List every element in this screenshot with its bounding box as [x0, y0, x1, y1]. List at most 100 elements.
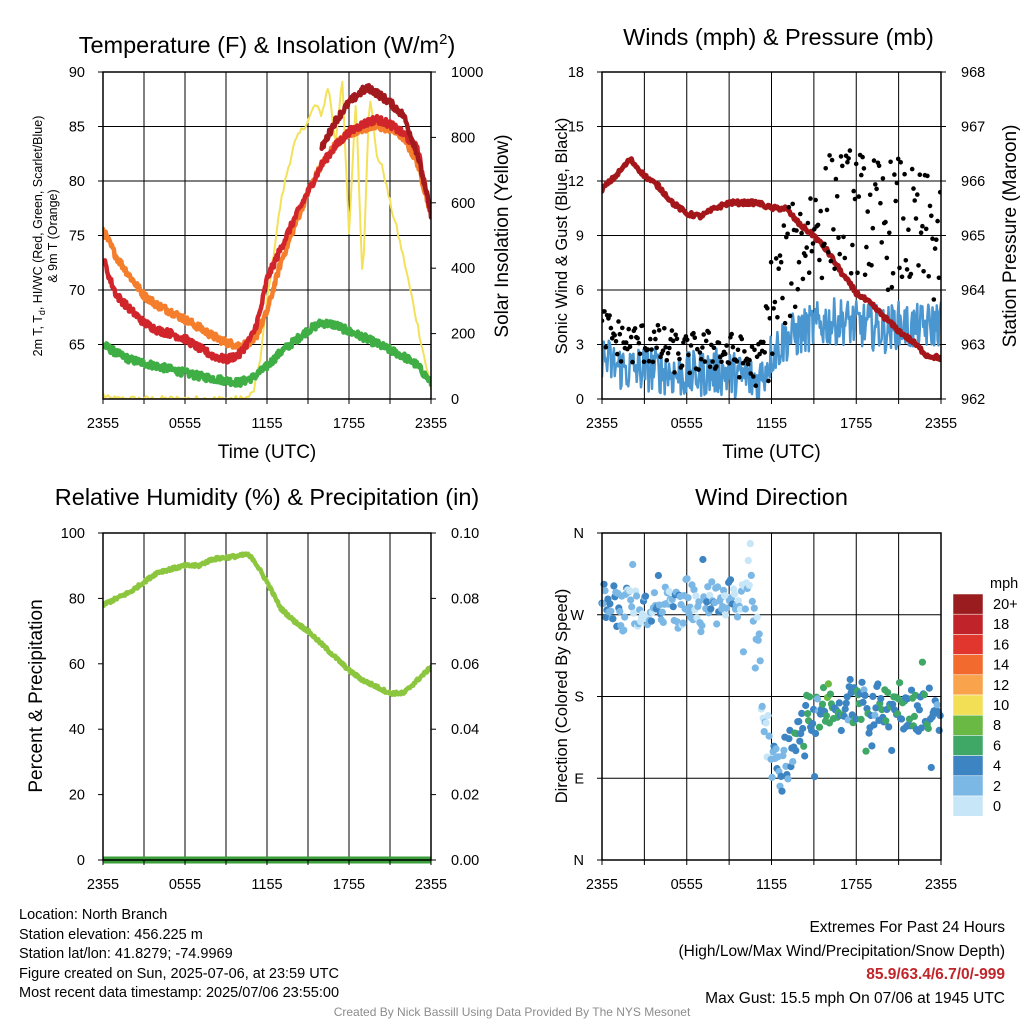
- direction-point: [616, 607, 624, 616]
- gust-point: [664, 358, 670, 363]
- gust-point: [870, 225, 876, 231]
- gust-point: [724, 343, 729, 348]
- gust-point: [696, 367, 701, 372]
- gust-point: [620, 325, 625, 331]
- direction-point: [860, 686, 868, 694]
- direction-point: [933, 701, 941, 709]
- gust-point: [615, 351, 620, 357]
- gust-point: [853, 161, 859, 167]
- direction-point: [609, 615, 617, 623]
- direction-point: [819, 684, 828, 692]
- gust-point: [932, 246, 938, 251]
- gust-point: [837, 251, 842, 257]
- elevation-text: Station elevation: 456.225 m: [19, 926, 203, 943]
- gust-point: [890, 271, 896, 276]
- chart-panel-1: 65 70 75 80 85 90 0 200 400 600 800 1000 2355 0555 115…: [31, 31, 513, 463]
- gust-point: [878, 200, 883, 206]
- direction-point: [889, 700, 897, 708]
- direction-point: [628, 603, 636, 611]
- y2-tick-label: 964: [961, 283, 985, 299]
- direction-point: [745, 581, 753, 589]
- legend-swatch: [952, 775, 984, 797]
- gust-point: [775, 315, 780, 320]
- y2-tick-label: 600: [451, 196, 475, 212]
- gust-point: [672, 370, 677, 375]
- gust-point: [832, 266, 837, 272]
- direction-point: [621, 613, 629, 621]
- gust-point: [795, 286, 801, 292]
- gust-point: [862, 272, 868, 278]
- direction-point: [869, 692, 877, 701]
- direction-point: [936, 712, 944, 720]
- gust-point: [770, 351, 775, 357]
- direction-point: [835, 699, 843, 707]
- y-tick-label: 18: [568, 65, 584, 81]
- gust-point: [735, 347, 741, 353]
- gust-point: [931, 297, 937, 302]
- direction-point: [629, 560, 637, 569]
- direction-point: [750, 604, 758, 612]
- direction-point: [874, 680, 882, 688]
- gust-point: [677, 356, 682, 362]
- gust-point: [686, 352, 691, 358]
- gust-point: [626, 326, 631, 332]
- gust-point: [869, 263, 874, 268]
- direction-point: [768, 773, 776, 781]
- gust-point: [630, 359, 635, 365]
- direction-point: [795, 717, 803, 726]
- gust-point: [714, 364, 719, 369]
- max-gust-text: Max Gust: 15.5 mph On 07/06 at 1945 UTC: [705, 989, 1005, 1007]
- gust-point: [684, 337, 690, 343]
- y-tick-label: N: [574, 526, 584, 542]
- direction-point: [620, 626, 628, 634]
- y2-tick-label: 0.08: [451, 591, 479, 607]
- direction-point: [799, 724, 807, 733]
- gust-point: [901, 216, 906, 221]
- chart-title: Relative Humidity (%) & Precipitation (i…: [55, 484, 479, 510]
- gust-point: [656, 328, 662, 333]
- y-tick-label: N: [574, 853, 584, 869]
- gust-point: [716, 340, 722, 346]
- gust-point: [840, 163, 845, 169]
- gust-point: [632, 326, 638, 331]
- y-axis-label-line2: & 9m T (Orange): [46, 189, 60, 282]
- gust-point: [641, 359, 647, 365]
- direction-point: [684, 594, 692, 602]
- direction-point: [647, 617, 656, 625]
- direction-point: [606, 600, 614, 608]
- gust-point: [805, 220, 811, 226]
- direction-point: [806, 693, 814, 701]
- speed-legend: mph 20+ 18 16 14 12 10 8 6 4 2 0: [952, 576, 1018, 817]
- gust-point: [787, 313, 793, 319]
- gust-point: [649, 347, 654, 352]
- gust-point: [908, 271, 914, 277]
- gust-point: [636, 340, 642, 346]
- direction-point: [798, 709, 806, 718]
- gust-point: [848, 271, 854, 276]
- direction-point: [765, 732, 773, 740]
- gust-point: [786, 204, 792, 210]
- series-9m-temp: [103, 121, 431, 351]
- gust-point: [906, 227, 911, 232]
- extremes-panel: Extremes For Past 24 Hours (High/Low/Max…: [679, 916, 1006, 1010]
- location-text: Location: North Branch: [19, 907, 168, 923]
- direction-point: [792, 747, 800, 755]
- gust-point: [617, 331, 623, 337]
- gust-point: [824, 207, 830, 213]
- direction-point: [877, 695, 885, 703]
- gust-point: [874, 186, 879, 192]
- y2-tick-label: 966: [961, 174, 985, 190]
- y-tick-label: E: [574, 771, 584, 787]
- y2-axis-label: Station Pressure (Maroon): [1000, 125, 1021, 348]
- direction-point: [641, 592, 650, 600]
- gust-point: [889, 284, 895, 290]
- y-tick-label: 80: [69, 591, 85, 607]
- gust-point: [742, 349, 747, 354]
- legend-label: 6: [993, 738, 1001, 754]
- direction-point: [748, 597, 756, 606]
- direction-point: [698, 622, 706, 630]
- y2-tick-label: 962: [961, 392, 985, 408]
- gust-point: [856, 194, 862, 199]
- gust-point: [842, 255, 848, 261]
